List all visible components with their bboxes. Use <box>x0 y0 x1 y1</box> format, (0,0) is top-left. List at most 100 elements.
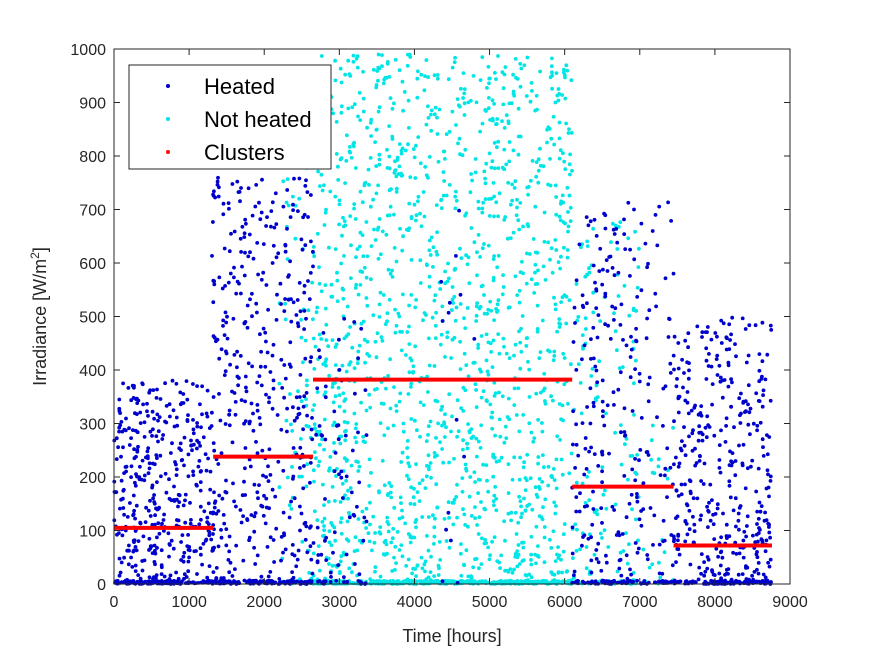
point-not-heated <box>385 319 389 324</box>
point-not-heated <box>318 184 322 189</box>
point-not-heated <box>285 177 290 182</box>
point-heated <box>572 305 577 310</box>
point-heated <box>734 354 738 359</box>
point-heated <box>133 411 137 416</box>
point-heated <box>245 518 250 522</box>
point-heated <box>181 554 186 559</box>
point-heated <box>765 468 770 473</box>
point-heated <box>727 479 732 484</box>
point-heated <box>253 204 258 209</box>
point-not-heated <box>435 505 440 510</box>
point-heated <box>145 409 149 414</box>
point-not-heated <box>562 245 566 250</box>
point-heated <box>729 332 733 337</box>
point-heated <box>234 504 238 509</box>
point-heated <box>246 254 251 259</box>
point-heated <box>589 558 594 563</box>
point-not-heated <box>536 544 540 548</box>
point-heated <box>258 579 263 584</box>
point-heated <box>181 503 186 508</box>
point-heated <box>222 373 227 377</box>
point-not-heated <box>517 300 522 305</box>
point-heated <box>600 579 604 584</box>
point-heated <box>591 489 595 494</box>
point-not-heated <box>408 356 413 361</box>
point-heated <box>133 545 138 549</box>
point-heated <box>248 250 252 255</box>
point-not-heated <box>492 380 497 385</box>
point-not-heated <box>603 488 607 493</box>
point-heated <box>200 562 205 567</box>
point-not-heated <box>489 415 494 420</box>
point-not-heated <box>475 523 479 527</box>
point-not-heated <box>386 529 391 534</box>
point-heated <box>145 401 149 406</box>
point-not-heated <box>539 390 543 395</box>
point-heated <box>651 543 655 547</box>
point-not-heated <box>363 360 367 365</box>
point-heated <box>254 301 259 306</box>
point-heated <box>733 496 738 501</box>
point-heated <box>186 413 190 417</box>
point-not-heated <box>495 117 500 121</box>
point-not-heated <box>321 362 326 366</box>
point-heated <box>121 487 126 492</box>
point-not-heated <box>510 570 515 575</box>
point-not-heated <box>540 480 545 484</box>
point-heated <box>242 235 247 240</box>
point-not-heated <box>565 185 570 190</box>
point-not-heated <box>546 464 551 469</box>
point-heated <box>751 421 756 426</box>
point-heated <box>150 485 155 490</box>
y-tick-label: 500 <box>79 310 106 327</box>
point-heated <box>298 504 302 509</box>
y-tick-label: 1000 <box>70 42 106 59</box>
point-not-heated <box>361 96 366 101</box>
point-not-heated <box>458 339 462 344</box>
point-not-heated <box>549 474 554 478</box>
point-heated <box>756 561 761 565</box>
point-heated <box>604 553 608 558</box>
point-heated <box>714 357 719 361</box>
point-not-heated <box>481 389 486 394</box>
point-heated <box>317 579 322 583</box>
point-not-heated <box>363 440 367 444</box>
point-heated <box>699 404 704 408</box>
point-heated <box>132 447 137 452</box>
point-not-heated <box>424 122 429 127</box>
point-not-heated <box>327 468 331 473</box>
point-heated <box>134 397 138 401</box>
point-not-heated <box>553 302 558 307</box>
point-heated <box>295 557 300 562</box>
point-not-heated <box>400 79 405 84</box>
point-heated <box>221 201 226 206</box>
point-not-heated <box>327 540 332 545</box>
y-tick-label: 0 <box>97 577 106 594</box>
point-not-heated <box>534 524 539 529</box>
point-heated <box>685 360 689 365</box>
point-not-heated <box>549 64 554 69</box>
point-heated <box>661 424 665 428</box>
point-not-heated <box>662 550 667 555</box>
point-heated <box>635 492 639 496</box>
point-not-heated <box>462 351 467 356</box>
point-heated <box>574 495 579 499</box>
point-not-heated <box>414 574 418 578</box>
point-heated <box>344 552 349 557</box>
point-not-heated <box>393 57 398 62</box>
point-not-heated <box>336 164 340 169</box>
point-not-heated <box>459 573 464 578</box>
point-not-heated <box>526 224 531 229</box>
point-heated <box>218 418 223 423</box>
point-heated <box>747 323 752 328</box>
point-heated <box>311 249 315 254</box>
point-not-heated <box>324 207 328 212</box>
point-heated <box>646 399 651 404</box>
point-not-heated <box>635 453 639 457</box>
point-heated <box>119 478 124 483</box>
point-not-heated <box>378 525 383 529</box>
legend-marker-heated <box>166 84 170 88</box>
point-not-heated <box>542 465 546 470</box>
point-heated <box>219 528 223 532</box>
point-heated <box>723 440 728 444</box>
